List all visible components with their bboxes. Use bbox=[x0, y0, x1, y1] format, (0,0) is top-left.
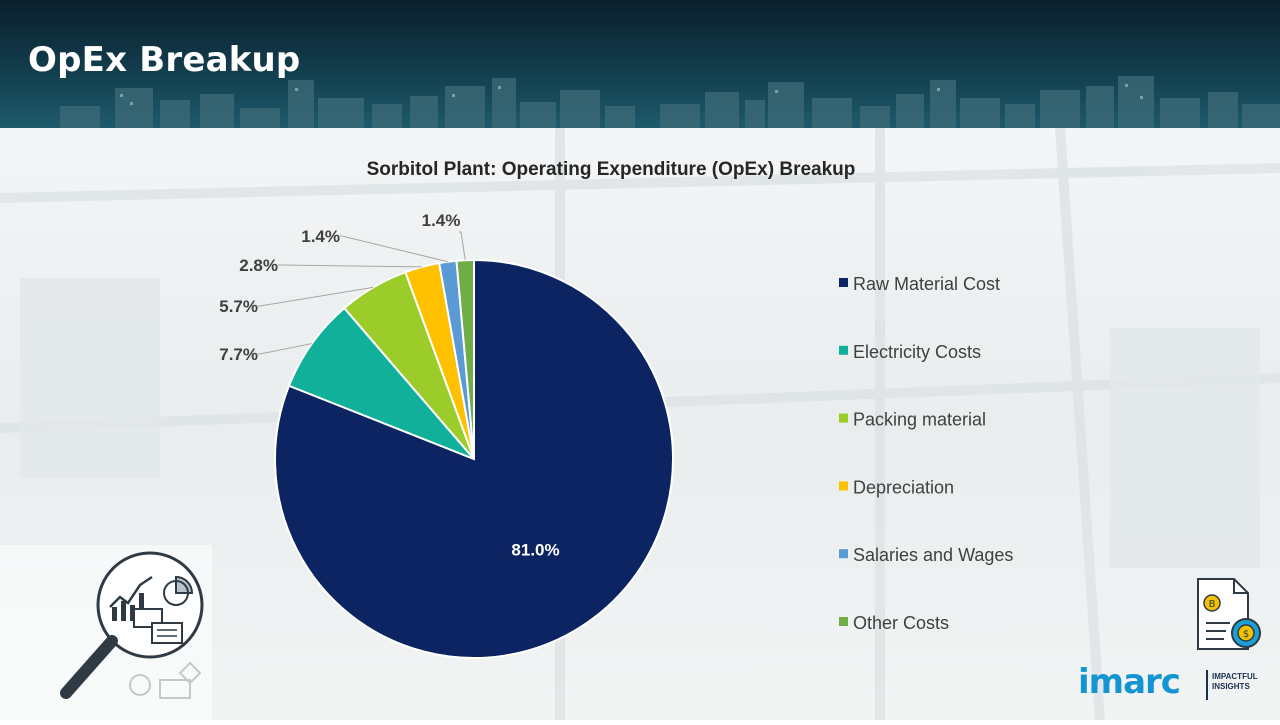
imarc-logo: imarc IMPACTFUL INSIGHTS bbox=[1078, 660, 1268, 710]
data-label: 1.4% bbox=[422, 211, 461, 230]
logo-wordmark: imarc bbox=[1078, 662, 1181, 702]
legend-swatch bbox=[839, 549, 848, 559]
legend-label: Other Costs bbox=[853, 613, 949, 633]
legend-swatch bbox=[839, 278, 848, 287]
legend-label: Raw Material Cost bbox=[853, 274, 1000, 294]
data-label: 81.0% bbox=[511, 541, 559, 560]
city-skyline-decoration bbox=[60, 76, 1280, 128]
legend-label: Packing material bbox=[853, 410, 986, 430]
leader-line bbox=[459, 231, 466, 261]
data-label: 5.7% bbox=[219, 297, 258, 316]
header-banner: OpEx Breakup bbox=[0, 0, 1280, 128]
data-label: 2.8% bbox=[239, 256, 278, 275]
data-label: 7.7% bbox=[219, 345, 258, 364]
legend-label: Salaries and Wages bbox=[853, 545, 1013, 565]
chart-title: Sorbitol Plant: Operating Expenditure (O… bbox=[367, 159, 856, 180]
leader-line bbox=[258, 343, 313, 355]
legend-label: Depreciation bbox=[853, 477, 954, 497]
svg-text:$: $ bbox=[1243, 629, 1249, 640]
legend-swatch bbox=[839, 481, 848, 491]
legend-swatch bbox=[839, 617, 848, 626]
logo-tagline-line2: INSIGHTS bbox=[1212, 682, 1250, 691]
legend-swatch bbox=[839, 345, 848, 355]
leader-line bbox=[258, 286, 374, 307]
leader-line bbox=[340, 235, 448, 263]
svg-text:B: B bbox=[1209, 599, 1216, 610]
legend-label: Electricity Costs bbox=[853, 342, 981, 362]
logo-tagline-line1: IMPACTFUL bbox=[1212, 672, 1258, 681]
data-label: 1.4% bbox=[301, 227, 340, 246]
legend-swatch bbox=[839, 413, 848, 423]
logo-divider bbox=[1206, 670, 1208, 700]
page-title: OpEx Breakup bbox=[28, 40, 301, 80]
pie-slice bbox=[287, 306, 475, 460]
logo-tagline: IMPACTFUL INSIGHTS bbox=[1212, 672, 1272, 692]
financial-document-icon: B $ bbox=[1190, 575, 1268, 655]
leader-line bbox=[278, 264, 423, 268]
analytics-magnifier-icon bbox=[0, 545, 212, 720]
